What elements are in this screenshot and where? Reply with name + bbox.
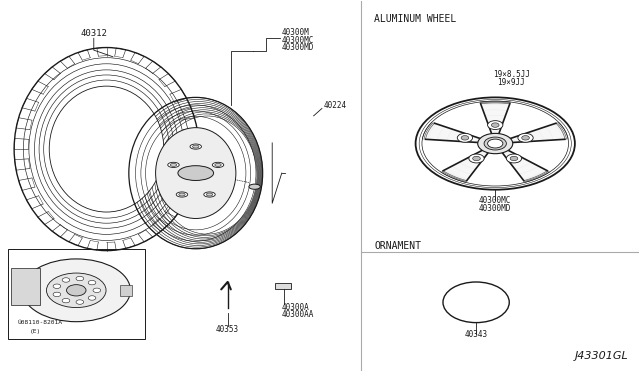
Text: (E): (E) xyxy=(30,328,42,334)
Ellipse shape xyxy=(190,144,202,149)
Ellipse shape xyxy=(212,162,224,167)
Circle shape xyxy=(67,285,86,296)
Circle shape xyxy=(506,154,522,163)
Polygon shape xyxy=(424,123,480,142)
Circle shape xyxy=(53,292,61,296)
Text: 40343: 40343 xyxy=(465,330,488,339)
Text: 44133Y: 44133Y xyxy=(93,269,118,275)
Ellipse shape xyxy=(193,145,199,148)
Bar xyxy=(275,283,291,289)
Circle shape xyxy=(53,284,61,288)
Circle shape xyxy=(62,278,70,282)
Circle shape xyxy=(461,136,468,140)
Circle shape xyxy=(484,137,506,150)
Circle shape xyxy=(522,136,529,140)
Circle shape xyxy=(76,276,84,281)
Text: 40300MD: 40300MD xyxy=(282,43,314,52)
Circle shape xyxy=(62,298,70,303)
Text: 40300A: 40300A xyxy=(282,303,310,312)
Ellipse shape xyxy=(168,162,179,167)
Text: 40300AA: 40300AA xyxy=(282,310,314,319)
Text: 19×8.5JJ: 19×8.5JJ xyxy=(493,70,530,79)
Text: J43301GL: J43301GL xyxy=(575,352,629,361)
Circle shape xyxy=(488,139,503,148)
Ellipse shape xyxy=(178,166,214,180)
Bar xyxy=(120,285,132,296)
Circle shape xyxy=(492,123,499,127)
Text: ORNAMENT: ORNAMENT xyxy=(374,241,421,251)
Circle shape xyxy=(518,134,533,142)
Ellipse shape xyxy=(206,193,212,196)
Ellipse shape xyxy=(49,86,164,212)
Polygon shape xyxy=(11,268,40,305)
Ellipse shape xyxy=(179,193,185,196)
Text: 40300M: 40300M xyxy=(282,28,310,37)
Text: 40300MD: 40300MD xyxy=(479,204,511,213)
Circle shape xyxy=(47,273,106,308)
Ellipse shape xyxy=(249,184,260,189)
Circle shape xyxy=(76,300,84,304)
Polygon shape xyxy=(442,150,488,182)
Text: 40353: 40353 xyxy=(216,325,239,334)
Text: 40224: 40224 xyxy=(323,102,346,110)
Bar xyxy=(8,249,145,339)
Text: 40300MC: 40300MC xyxy=(479,196,511,205)
Ellipse shape xyxy=(204,192,215,197)
Circle shape xyxy=(88,296,96,300)
Text: 19×9JJ: 19×9JJ xyxy=(497,78,525,87)
Ellipse shape xyxy=(156,128,236,218)
Circle shape xyxy=(469,154,484,163)
Ellipse shape xyxy=(215,163,221,166)
Circle shape xyxy=(88,280,96,285)
Polygon shape xyxy=(502,150,548,182)
Circle shape xyxy=(510,156,518,161)
Text: ALUMINUM WHEEL: ALUMINUM WHEEL xyxy=(374,14,456,24)
Circle shape xyxy=(93,288,100,292)
Circle shape xyxy=(477,134,513,154)
Text: 40300MC: 40300MC xyxy=(282,36,314,45)
Ellipse shape xyxy=(170,163,177,166)
Circle shape xyxy=(458,134,472,142)
Text: Û08110-8201A: Û08110-8201A xyxy=(17,320,62,326)
Polygon shape xyxy=(511,123,566,142)
Ellipse shape xyxy=(176,192,188,197)
Ellipse shape xyxy=(443,282,509,323)
Circle shape xyxy=(22,259,131,322)
Circle shape xyxy=(488,121,503,129)
Circle shape xyxy=(473,156,481,161)
Text: 40312: 40312 xyxy=(81,29,108,38)
Polygon shape xyxy=(481,102,510,134)
